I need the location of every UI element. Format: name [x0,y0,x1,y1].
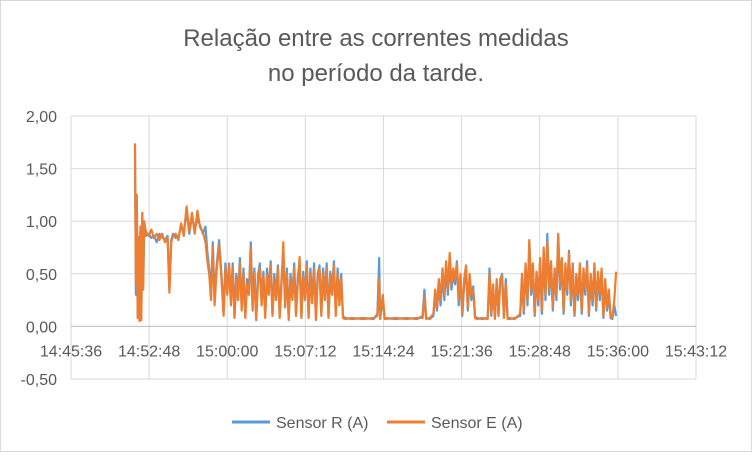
x-tick-label: 14:45:36 [40,343,102,360]
legend-label: Sensor E (A) [431,415,523,432]
x-tick-label: 15:36:00 [587,343,649,360]
x-tick-label: 14:52:48 [118,343,180,360]
x-axis-ticks: 14:45:36 14:52:48 15:00:00 15:07:12 15:14:24… [40,343,727,360]
series-line-sensor-r [133,147,618,322]
chart-title-line-1: Relação entre as correntes medidas [183,25,569,52]
y-axis-ticks: -0,50 0,00 0,50 1,00 1,50 2,00 [21,109,58,389]
x-tick-label: 15:21:36 [430,343,492,360]
x-tick-label: 15:28:48 [509,343,571,360]
legend-label: Sensor R (A) [276,415,368,432]
y-tick-label: 0,50 [26,267,57,284]
y-tick-label: 1,00 [26,214,57,231]
series-layer [133,143,618,323]
y-tick-label: 0,00 [26,319,57,336]
legend: Sensor R (A) Sensor E (A) [232,415,523,432]
chart-title-line-2: no período da tarde. [268,60,484,87]
x-tick-label: 15:00:00 [196,343,258,360]
y-tick-label: 1,50 [26,162,57,179]
x-tick-label: 15:07:12 [274,343,336,360]
y-tick-label: -0,50 [21,372,58,389]
series-line-sensor-e [133,143,618,323]
x-tick-label: 15:14:24 [352,343,414,360]
x-tick-label: 15:43:12 [665,343,727,360]
y-tick-label: 2,00 [26,109,57,126]
grid [70,115,697,380]
